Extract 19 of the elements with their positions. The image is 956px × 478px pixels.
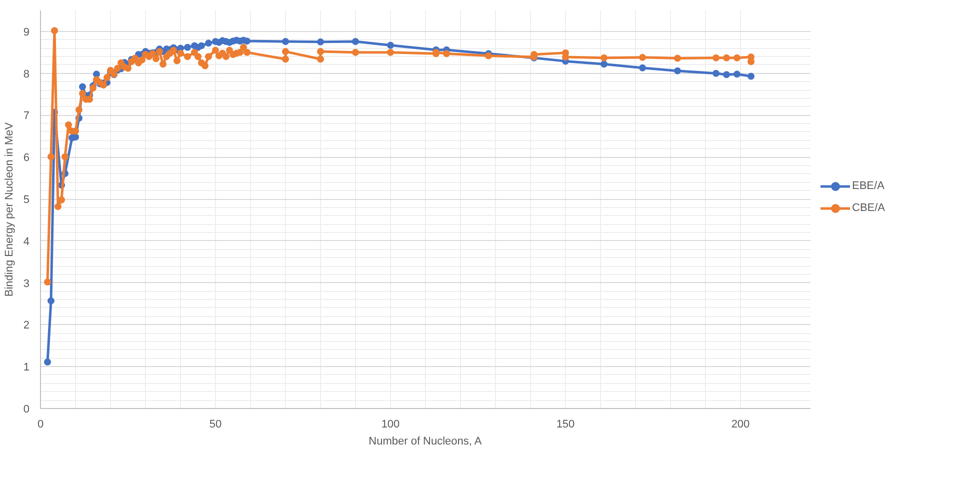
y-tick-label: 5 [23,194,30,206]
y-tick-label: 9 [23,26,30,38]
x-tick-label: 150 [556,418,575,430]
y-axis-title: Binding Energy per Nucleon in MeV [3,122,16,297]
x-tick-label: 50 [209,418,222,430]
y-tick-label: 0 [23,404,30,416]
y-tick-label: 4 [23,236,30,248]
legend-label: EBE/A [852,180,884,192]
x-tick-label: 100 [381,418,400,430]
legend-label: CBE/A [852,202,886,214]
x-axis-title: Number of Nucleons, A [368,436,482,448]
y-tick-label: 2 [23,320,30,332]
y-tick-label: 7 [23,110,30,122]
x-tick-label: 0 [37,418,44,430]
y-tick-label: 3 [23,278,30,290]
x-tick-label: 200 [731,418,750,430]
y-tick-label: 8 [23,68,30,80]
y-tick-label: 1 [23,362,30,374]
y-tick-label: 6 [23,152,30,164]
